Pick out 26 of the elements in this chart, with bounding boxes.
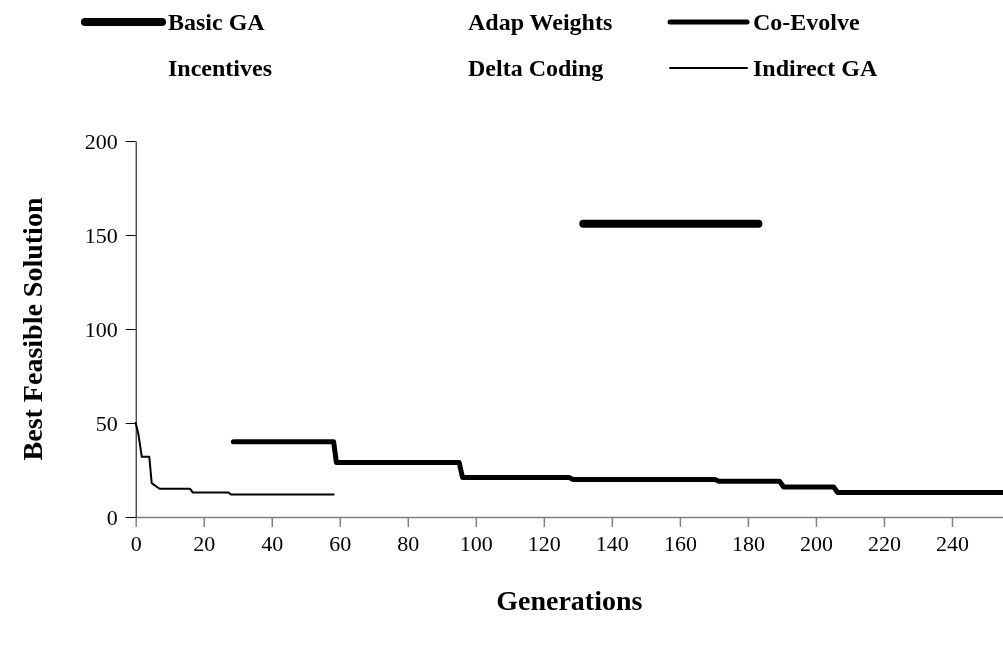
legend-label: Basic GA bbox=[168, 9, 266, 35]
x-tick-label: 0 bbox=[130, 530, 142, 556]
legend-label: Co-Evolve bbox=[753, 9, 860, 35]
y-tick-label: 0 bbox=[106, 504, 118, 530]
x-tick-label: 180 bbox=[731, 530, 765, 556]
x-tick-label: 140 bbox=[595, 530, 629, 556]
y-tick-label: 50 bbox=[95, 410, 118, 436]
x-tick-label: 120 bbox=[527, 530, 561, 556]
legend-label: Indirect GA bbox=[753, 55, 878, 81]
x-tick-label: 240 bbox=[935, 530, 969, 556]
y-tick-label: 150 bbox=[84, 222, 118, 248]
text: Delta Coding bbox=[468, 55, 604, 81]
x-tick-label: 60 bbox=[329, 530, 352, 556]
y-tick-label: 100 bbox=[84, 316, 118, 342]
x-tick-label: 40 bbox=[261, 530, 284, 556]
x-tick-label: 200 bbox=[799, 530, 833, 556]
x-tick-label: 20 bbox=[193, 530, 216, 556]
x-axis-title: Generations bbox=[496, 585, 643, 616]
x-tick-label: 220 bbox=[867, 530, 901, 556]
y-axis-title: Best Feasible Solution bbox=[17, 197, 48, 461]
x-tick-label: 160 bbox=[663, 530, 697, 556]
x-tick-label: 80 bbox=[397, 530, 420, 556]
y-tick-label: 200 bbox=[84, 128, 118, 154]
x-tick-label: 100 bbox=[459, 530, 493, 556]
text: Adap Weights bbox=[468, 9, 613, 35]
text: Incentives bbox=[168, 55, 272, 81]
